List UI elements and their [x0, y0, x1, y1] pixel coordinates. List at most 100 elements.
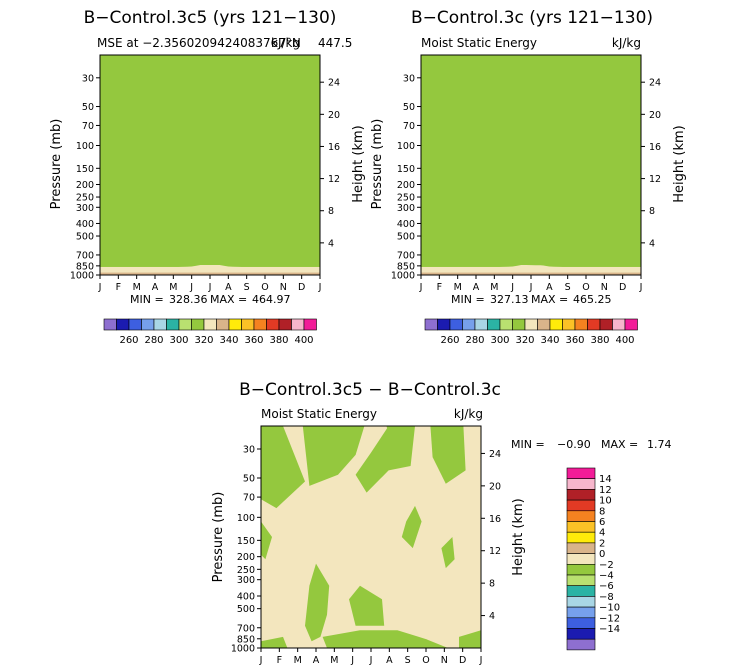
month-tick-label: N: [601, 282, 608, 293]
pressure-tick-label: 400: [237, 592, 255, 603]
month-tick-label: A: [152, 282, 159, 293]
colorbar-swatch: [228, 318, 242, 331]
surface-band: [421, 266, 641, 275]
colorbar-label: −14: [599, 624, 620, 635]
colorbar-swatch: [178, 318, 192, 331]
colorbar-label: 400: [294, 335, 313, 346]
height-tick-label: 12: [649, 174, 661, 185]
panel1-min-value: 328.36: [169, 293, 208, 306]
colorbar-swatch: [566, 510, 596, 522]
month-tick-label: M: [490, 282, 498, 293]
layer-band-green: [421, 249, 641, 267]
month-tick-label: S: [405, 655, 411, 666]
diff-ylabel-right: Height (km): [511, 498, 526, 575]
colorbar-swatch: [566, 585, 596, 597]
colorbar-swatch: [566, 606, 596, 619]
colorbar-swatch: [116, 318, 130, 331]
panel1-max-value: 464.97: [252, 293, 291, 306]
height-tick-label: 8: [489, 579, 495, 590]
colorbar-swatch: [278, 318, 292, 331]
colorbar-label: 300: [169, 335, 188, 346]
difference-region-negative: [441, 537, 455, 569]
colorbar-label: −2: [599, 560, 614, 571]
difference-region-negative: [261, 521, 272, 560]
month-tick-label: A: [473, 282, 480, 293]
colorbar-swatch: [566, 521, 596, 533]
month-tick-label: M: [133, 282, 141, 293]
pressure-tick-label: 100: [237, 513, 255, 524]
height-tick-label: 16: [328, 142, 340, 153]
panel2-title: B−Control.3c (yrs 121−130): [411, 8, 653, 28]
panel1-title: B−Control.3c5 (yrs 121−130): [84, 8, 337, 28]
colorbar-swatch: [566, 467, 596, 479]
month-tick-label: J: [529, 282, 533, 293]
panel2-ylabel: Pressure (mb): [370, 119, 385, 210]
diff-ylabel: Pressure (mb): [211, 492, 226, 583]
colorbar-swatch: [153, 318, 167, 331]
colorbar-swatch: [562, 318, 576, 331]
pressure-tick-label: 150: [397, 164, 415, 175]
colorbar-swatch: [141, 318, 155, 331]
colorbar-label: 320: [194, 335, 213, 346]
diff-min-value: −0.90: [557, 438, 591, 451]
colorbar-swatch: [566, 531, 596, 544]
difference-region-negative: [386, 426, 400, 460]
month-tick-label: J: [189, 282, 193, 293]
panel1-colorbar: 260 280 300 320 340 360 380 400: [103, 318, 317, 346]
layer-band: [100, 55, 320, 269]
panel2-subtitle-left: Moist Static Energy: [421, 36, 537, 50]
panel2-min-label: MIN =: [451, 293, 485, 306]
colorbar-swatch: [216, 318, 230, 331]
colorbar-swatch: [437, 318, 451, 331]
panel-control-3c5: B−Control.3c5 (yrs 121−130) MSE at −2.35…: [49, 8, 366, 346]
month-tick-label: J: [208, 282, 212, 293]
month-tick-label: J: [350, 655, 354, 666]
colorbar-label: 260: [119, 335, 138, 346]
height-tick-label: 20: [328, 110, 340, 121]
colorbar-swatch: [303, 318, 317, 331]
pressure-tick-label: 300: [397, 203, 415, 214]
month-tick-label: F: [437, 282, 442, 293]
pressure-tick-label: 700: [397, 250, 415, 261]
pressure-tick-label: 700: [76, 250, 94, 261]
month-tick-label: A: [386, 655, 393, 666]
colorbar-swatch: [253, 318, 267, 331]
pressure-tick-label: 1000: [391, 271, 415, 282]
height-tick-label: 4: [649, 238, 655, 249]
colorbar-label: 260: [440, 335, 459, 346]
pressure-tick-label: 850: [237, 634, 255, 645]
difference-region-negative: [305, 563, 330, 642]
colorbar-label: 12: [599, 485, 612, 496]
colorbar-swatch: [524, 318, 538, 331]
layer-band: [421, 55, 641, 269]
pressure-tick-label: 400: [397, 219, 415, 230]
month-tick-label: S: [244, 282, 250, 293]
colorbar-label: 380: [269, 335, 288, 346]
pressure-tick-label: 150: [76, 164, 94, 175]
colorbar-swatch: [566, 638, 596, 651]
pressure-tick-label: 50: [82, 102, 94, 113]
pressure-tick-label: 300: [237, 575, 255, 586]
pressure-tick-label: 500: [76, 232, 94, 243]
colorbar-label: 10: [599, 496, 612, 507]
pressure-tick-label: 30: [82, 73, 94, 84]
pressure-tick-label: 500: [397, 232, 415, 243]
month-tick-label: J: [479, 655, 483, 666]
pressure-tick-label: 250: [237, 565, 255, 576]
colorbar-swatch: [574, 318, 588, 331]
panel-control-3c: B−Control.3c (yrs 121−130) Moist Static …: [370, 8, 687, 346]
height-tick-label: 4: [489, 611, 495, 622]
colorbar-swatch: [203, 318, 217, 331]
month-tick-label: D: [459, 655, 466, 666]
pressure-tick-label: 50: [243, 473, 255, 484]
colorbar-swatch: [587, 318, 601, 331]
colorbar-swatch: [566, 617, 596, 629]
colorbar-swatch: [624, 318, 638, 331]
panel1-min-label: MIN =: [130, 293, 164, 306]
month-tick-label: M: [330, 655, 338, 666]
colorbar-label: 14: [599, 474, 612, 485]
diff-max-label: MAX =: [601, 438, 638, 451]
month-tick-label: N: [280, 282, 287, 293]
colorbar-swatch: [566, 499, 596, 512]
